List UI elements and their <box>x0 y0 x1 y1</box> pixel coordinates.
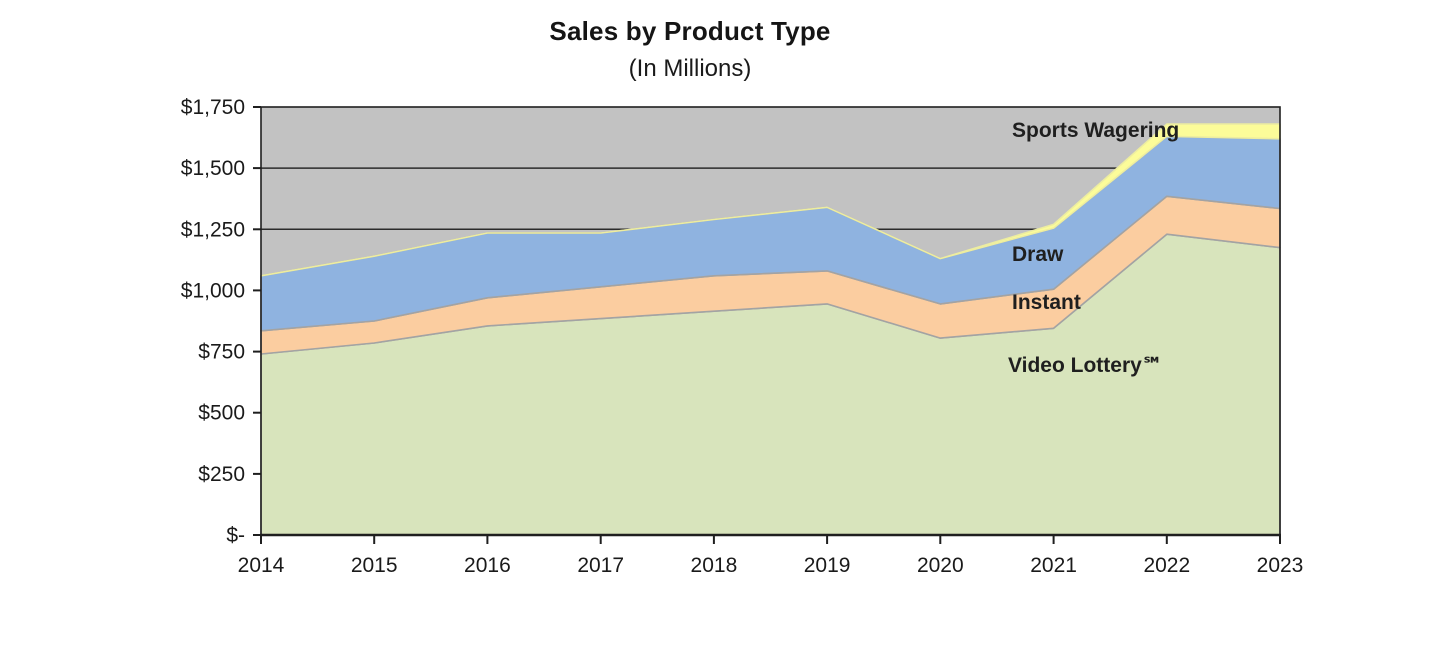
y-tick-label-250: $250 <box>198 463 245 486</box>
series-label-video-lottery: Video Lottery℠ <box>1008 354 1164 377</box>
y-tick-label-1750: $1,750 <box>181 96 245 119</box>
y-tick-label-500: $500 <box>198 402 245 425</box>
x-tick-label-2015: 2015 <box>351 554 398 577</box>
x-tick-label-2019: 2019 <box>804 554 851 577</box>
chart-title: Sales by Product Type <box>549 16 831 46</box>
y-tick-label-0: $- <box>226 524 245 547</box>
series-label-sports-wagering: Sports Wagering <box>1012 119 1180 142</box>
y-tick-label-1000: $1,000 <box>181 279 245 302</box>
x-tick-label-2018: 2018 <box>691 554 738 577</box>
y-tick-label-750: $750 <box>198 341 245 364</box>
series-label-instant: Instant <box>1012 291 1081 314</box>
x-tick-label-2020: 2020 <box>917 554 964 577</box>
y-tick-label-1250: $1,250 <box>181 218 245 241</box>
series-label-draw: Draw <box>1012 243 1064 266</box>
x-tick-label-2023: 2023 <box>1257 554 1304 577</box>
x-tick-label-2016: 2016 <box>464 554 511 577</box>
x-tick-label-2014: 2014 <box>238 554 285 577</box>
x-tick-label-2017: 2017 <box>577 554 624 577</box>
chart-subtitle: (In Millions) <box>628 55 752 82</box>
y-tick-label-1500: $1,500 <box>181 157 245 180</box>
x-tick-label-2021: 2021 <box>1030 554 1077 577</box>
x-tick-label-2022: 2022 <box>1143 554 1190 577</box>
